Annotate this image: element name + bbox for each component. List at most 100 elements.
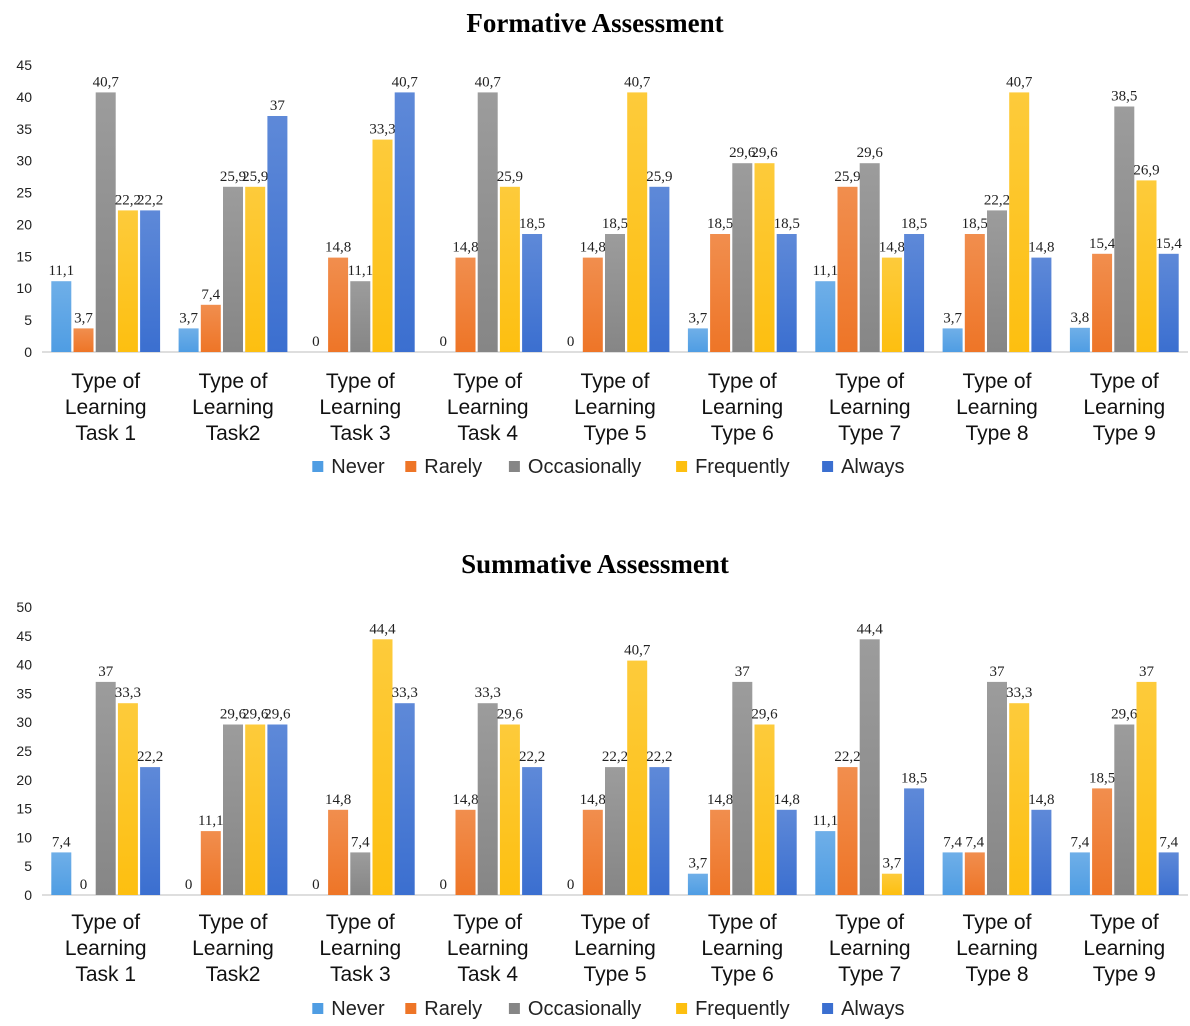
bar-occasionally: [987, 210, 1007, 352]
summative-chart-title: Summative Assessment: [461, 549, 729, 579]
bar-never: [1069, 852, 1090, 895]
bar-frequently: [372, 139, 393, 352]
data-label: 14,8: [452, 240, 478, 256]
data-label: 29,6: [220, 707, 247, 723]
data-label: 3,7: [689, 310, 708, 326]
category-label: Type 8: [965, 422, 1028, 445]
data-label: 0: [80, 877, 88, 893]
category-label: Learning: [1083, 937, 1165, 960]
category-label: Type of: [708, 370, 777, 393]
y-tick-label: 30: [16, 153, 32, 169]
bar-never: [51, 852, 72, 895]
bar-occasionally: [987, 681, 1007, 895]
data-label: 29,6: [497, 707, 524, 723]
category-label: Type 7: [838, 963, 901, 986]
category-label: Task 1: [75, 422, 136, 445]
bar-occasionally: [95, 681, 116, 895]
category-label: Type of: [326, 911, 395, 934]
bar-rarely: [710, 234, 731, 352]
category-label: Learning: [319, 937, 401, 960]
category-label: Type 7: [838, 422, 901, 445]
category-label: Task2: [206, 963, 261, 986]
data-label: 26,9: [1133, 162, 1159, 178]
category-label: Learning: [829, 937, 911, 960]
bar-always: [267, 724, 288, 895]
data-label: 22,2: [646, 749, 672, 765]
bar-frequently: [754, 724, 775, 895]
y-tick-label: 10: [16, 829, 32, 845]
data-label: 15,4: [1156, 236, 1183, 252]
data-label: 22,2: [115, 192, 141, 208]
data-label: 29,6: [729, 145, 756, 161]
data-label: 29,6: [857, 145, 884, 161]
category-label: Learning: [574, 396, 656, 419]
data-label: 25,9: [497, 169, 523, 185]
category-label: Type of: [326, 370, 395, 393]
data-label: 0: [312, 334, 320, 350]
data-label: 37: [1139, 664, 1155, 680]
bar-always: [1158, 253, 1179, 352]
data-label: 18,5: [962, 216, 988, 232]
legend-label-never: Never: [331, 456, 385, 478]
y-tick-label: 35: [16, 121, 32, 137]
bar-frequently: [245, 724, 266, 895]
category-label: Learning: [192, 396, 274, 419]
data-label: 40,7: [392, 74, 419, 90]
data-label: 18,5: [1089, 770, 1115, 786]
y-tick-label: 35: [16, 685, 32, 701]
bar-always: [394, 92, 415, 353]
category-label: Task 1: [75, 963, 136, 986]
data-label: 18,5: [901, 216, 927, 232]
category-label: Type of: [581, 370, 650, 393]
data-label: 29,6: [264, 707, 291, 723]
data-label: 7,4: [965, 834, 984, 850]
category-label: Task2: [206, 422, 261, 445]
data-label: 38,5: [1111, 89, 1137, 105]
bar-never: [942, 328, 963, 352]
legend-swatch-always: [822, 1003, 834, 1014]
data-label: 40,7: [624, 643, 651, 659]
category-label: Type of: [71, 370, 140, 393]
category-label: Type 9: [1093, 422, 1156, 445]
data-label: 22,2: [984, 192, 1010, 208]
bar-occasionally: [1114, 724, 1135, 895]
bar-rarely: [837, 186, 858, 352]
data-label: 14,8: [774, 792, 800, 808]
bar-occasionally: [223, 186, 243, 352]
data-label: 40,7: [624, 74, 651, 90]
bar-occasionally: [605, 234, 625, 352]
category-label: Learning: [447, 396, 529, 419]
legend-swatch-rarely: [405, 461, 417, 472]
data-label: 3,7: [689, 856, 708, 872]
legend-label-frequently: Frequently: [695, 456, 790, 478]
bar-never: [942, 852, 963, 895]
y-tick-label: 45: [16, 628, 32, 644]
bar-frequently: [881, 257, 902, 352]
category-label: Type of: [963, 370, 1032, 393]
bar-rarely: [73, 328, 94, 352]
bar-rarely: [837, 767, 858, 895]
data-label: 44,4: [369, 621, 396, 637]
formative-assessment-chart: 05101520253035404511,13,740,722,222,2Typ…: [16, 57, 1188, 478]
data-label: 25,9: [646, 169, 672, 185]
category-label: Learning: [701, 937, 783, 960]
data-label: 7,4: [201, 287, 220, 303]
data-label: 3,7: [179, 310, 198, 326]
data-label: 37: [98, 664, 114, 680]
bar-frequently: [881, 873, 902, 895]
legend-swatch-always: [822, 461, 834, 472]
legend-swatch-never: [312, 461, 324, 472]
category-label: Type of: [1090, 370, 1159, 393]
data-label: 18,5: [901, 770, 927, 786]
data-label: 22,2: [137, 192, 163, 208]
bar-always: [776, 234, 797, 352]
category-label: Type 5: [583, 963, 646, 986]
legend-swatch-rarely: [405, 1003, 417, 1014]
y-tick-label: 0: [24, 887, 32, 903]
legend-label-never: Never: [331, 998, 385, 1020]
formative-chart-title: Formative Assessment: [466, 8, 724, 38]
data-label: 25,9: [242, 169, 268, 185]
category-label: Learning: [1083, 396, 1165, 419]
bar-always: [904, 788, 925, 895]
category-label: Learning: [447, 937, 529, 960]
